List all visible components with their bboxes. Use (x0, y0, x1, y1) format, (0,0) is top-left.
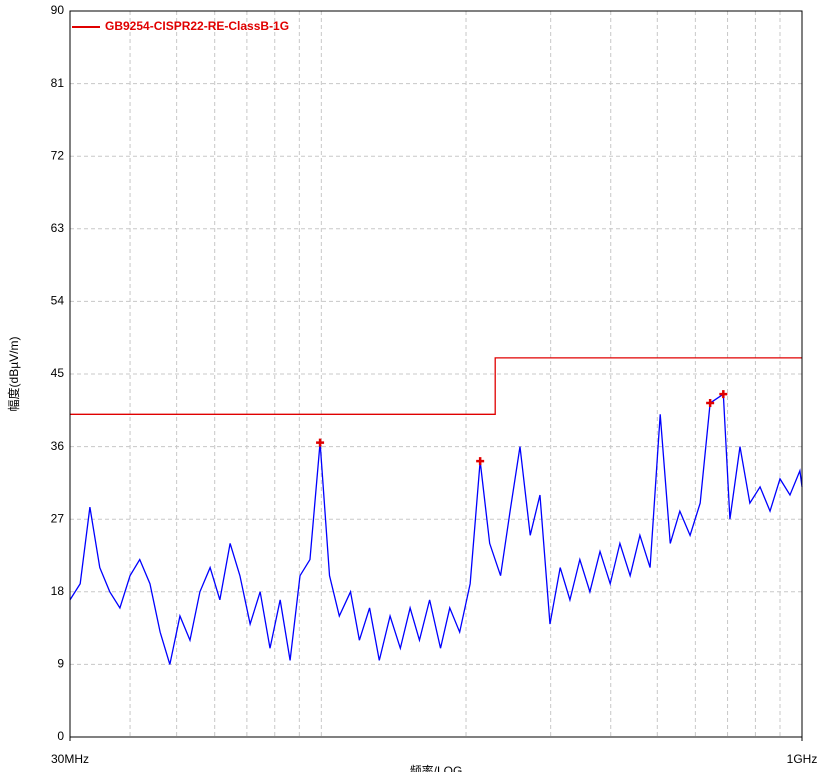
plot (69, 357, 803, 665)
y-tick-label: 54 (51, 294, 65, 308)
x-tick-label: 1GHz (787, 752, 818, 766)
y-tick-label: 18 (51, 584, 65, 598)
y-tick-label: 45 (51, 366, 65, 380)
series-line (69, 392, 803, 665)
y-tick-label: 63 (51, 221, 65, 235)
y-tick-label: 27 (51, 511, 65, 525)
x-axis-label: 频率/LOG (410, 763, 463, 772)
peak-marker (706, 399, 715, 408)
peak-marker (719, 390, 728, 399)
y-axis-label: 幅度(dBµV/m) (6, 337, 21, 412)
y-tick-label: 81 (51, 76, 65, 90)
y-tick-label: 9 (57, 657, 64, 671)
series-line (70, 357, 802, 415)
x-tick-label: 30MHz (51, 752, 89, 766)
legend-label: GB9254-CISPR22-RE-ClassB-1G (105, 19, 289, 33)
peak-marker (476, 457, 485, 466)
y-tick-label: 0 (57, 729, 64, 743)
y-tick-label: 72 (51, 148, 65, 162)
y-tick-label: 90 (51, 3, 65, 17)
plot-frame (69, 10, 803, 738)
peak-marker (316, 438, 325, 447)
y-tick-label: 36 (51, 439, 65, 453)
